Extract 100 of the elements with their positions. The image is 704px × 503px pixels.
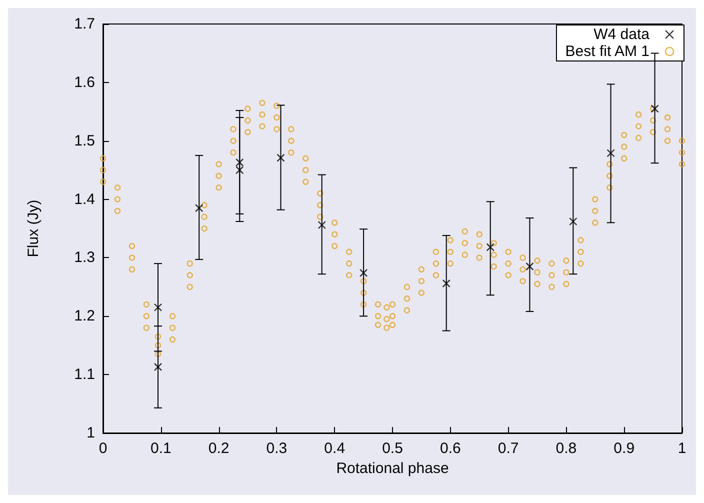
point (447, 260, 454, 267)
y-tick-label: 1.6 (74, 74, 95, 91)
point (534, 258, 540, 264)
point (274, 126, 280, 132)
x-tick-label: 0.6 (440, 440, 461, 457)
point (520, 254, 526, 261)
point (526, 262, 534, 271)
point (154, 333, 162, 340)
point (548, 260, 555, 267)
y-tick-label: 1.2 (74, 308, 95, 325)
point (154, 351, 162, 358)
point (114, 184, 121, 191)
point (490, 252, 497, 258)
point (154, 342, 162, 348)
point (384, 324, 390, 331)
point (490, 240, 497, 246)
x-tick-label: 0.4 (324, 440, 346, 457)
point (534, 280, 540, 288)
y-tick-label: 1 (86, 424, 95, 442)
point (592, 208, 598, 214)
point (346, 248, 352, 255)
point (169, 313, 176, 320)
point (462, 240, 468, 246)
point (486, 243, 494, 252)
x-tick-label: 0.7 (498, 440, 519, 457)
point (374, 322, 382, 328)
point (346, 260, 352, 267)
point (201, 214, 208, 220)
point (346, 272, 352, 278)
legend-label: Best fit AM 1 (565, 43, 650, 60)
point (128, 266, 136, 272)
point (201, 225, 208, 232)
point (606, 172, 613, 180)
point (186, 260, 193, 267)
point (650, 128, 656, 136)
point (332, 231, 338, 238)
point (447, 248, 454, 255)
x-tick-label: 0.3 (266, 440, 288, 457)
point (359, 268, 368, 278)
point (462, 228, 468, 235)
point (259, 100, 266, 106)
point (476, 254, 482, 261)
point (274, 102, 280, 109)
point (606, 149, 615, 158)
point (276, 154, 285, 162)
point (374, 301, 382, 308)
point (578, 248, 584, 255)
point (678, 138, 686, 144)
point (578, 237, 584, 244)
point (432, 260, 440, 267)
x-tick-label: 0 (98, 440, 108, 457)
point (404, 296, 410, 302)
x-tick-label: 0.1 (150, 440, 172, 457)
point (578, 260, 584, 267)
point (432, 272, 440, 278)
point (201, 202, 208, 208)
point (230, 138, 236, 144)
point (332, 242, 338, 250)
point (447, 237, 454, 244)
point (230, 126, 236, 132)
point (143, 301, 150, 308)
point (520, 278, 526, 284)
point (404, 307, 410, 314)
point (384, 316, 390, 322)
point (650, 104, 659, 113)
point (650, 106, 656, 112)
x-axis-title: Rotational phase (336, 460, 449, 477)
point (317, 214, 324, 220)
point (274, 114, 280, 121)
point (230, 149, 236, 156)
point (462, 252, 468, 258)
point (442, 279, 450, 288)
point (259, 123, 266, 130)
point (302, 166, 309, 174)
point (432, 248, 440, 255)
point (505, 272, 512, 278)
point (360, 278, 367, 284)
point (114, 196, 121, 202)
point (186, 272, 193, 278)
point (678, 161, 686, 168)
y-axis-title: Flux (Jy) (25, 200, 42, 258)
point (664, 126, 671, 132)
point (114, 208, 121, 214)
point (169, 336, 176, 343)
point (505, 248, 512, 255)
point (592, 220, 598, 226)
point (635, 123, 642, 130)
y-tick-label: 1.1 (74, 366, 95, 384)
point (592, 196, 598, 202)
point (259, 111, 266, 118)
point (100, 166, 106, 174)
point (563, 269, 570, 276)
point (606, 184, 613, 191)
point (476, 242, 482, 250)
point (548, 284, 555, 290)
point (244, 117, 251, 124)
point (505, 260, 512, 267)
y-tick-label: 1.3 (74, 249, 95, 266)
point (216, 161, 222, 168)
point (195, 204, 204, 212)
